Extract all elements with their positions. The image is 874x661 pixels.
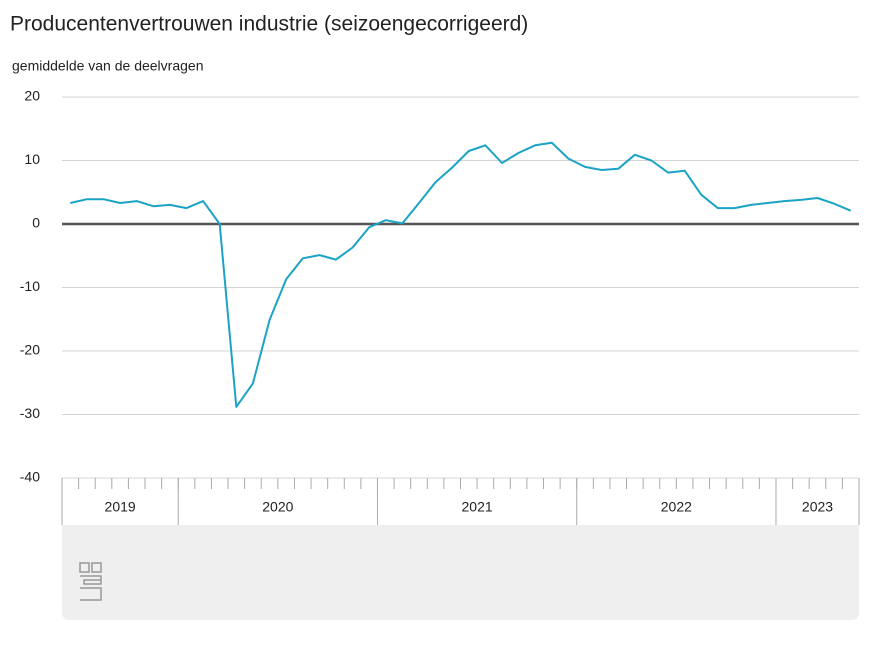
cbs-logo bbox=[79, 562, 102, 601]
y-tick-label: -30 bbox=[20, 405, 40, 421]
chart-subtitle: gemiddelde van de deelvragen bbox=[12, 58, 203, 74]
y-tick-label: -10 bbox=[20, 278, 40, 294]
year-label: 2019 bbox=[105, 499, 136, 515]
data-line bbox=[70, 141, 852, 408]
year-label: 2021 bbox=[462, 499, 493, 515]
footer-panel bbox=[62, 525, 859, 620]
y-tick-label: -40 bbox=[20, 469, 40, 485]
y-tick-label: -20 bbox=[20, 342, 40, 358]
y-tick-label: 20 bbox=[24, 88, 40, 104]
chart-title: Producentenvertrouwen industrie (seizoen… bbox=[10, 13, 528, 36]
year-label: 2020 bbox=[262, 499, 293, 515]
year-label: 2022 bbox=[661, 499, 692, 515]
year-label: 2023 bbox=[802, 499, 833, 515]
y-tick-label: 0 bbox=[32, 215, 40, 231]
y-tick-label: 10 bbox=[24, 151, 40, 167]
